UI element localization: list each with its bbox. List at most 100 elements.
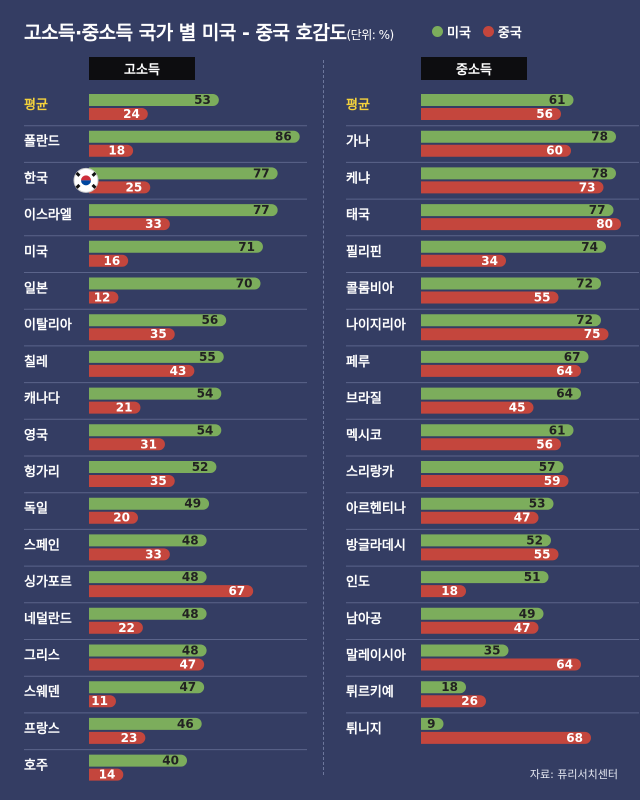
legend-swatch-china <box>482 26 494 37</box>
value-label-china: 25 <box>126 180 143 194</box>
bar-usa <box>89 350 224 363</box>
value-label-usa: 78 <box>591 130 608 144</box>
bar-usa <box>89 130 300 143</box>
value-label-china: 31 <box>140 437 157 451</box>
value-label-usa: 56 <box>201 313 218 327</box>
category-label: 칠레 <box>24 354 48 370</box>
bar-usa <box>89 754 187 767</box>
bar-usa <box>421 387 581 400</box>
bar-usa <box>421 571 549 584</box>
source-note: 자료: 퓨리서치센터 <box>529 768 618 781</box>
value-label-china: 14 <box>99 768 116 782</box>
category-label: 프랑스 <box>24 722 60 737</box>
value-label-china: 67 <box>228 584 245 598</box>
category-label: 아르헨티나 <box>346 501 406 517</box>
value-label-china: 33 <box>145 217 162 231</box>
value-label-china: 20 <box>113 511 130 525</box>
value-label-china: 68 <box>566 731 583 745</box>
value-label-china: 22 <box>118 621 135 635</box>
category-label: 페루 <box>346 355 370 370</box>
category-label: 말레이시아 <box>346 648 406 664</box>
value-label-usa: 48 <box>182 607 199 621</box>
value-label-usa: 53 <box>529 497 546 511</box>
bar-usa <box>89 94 219 106</box>
value-label-usa: 72 <box>576 277 593 291</box>
bar-usa <box>421 607 544 620</box>
korea-flag-icon <box>73 167 99 193</box>
value-label-china: 24 <box>123 107 140 121</box>
category-label: 평균 <box>346 97 370 113</box>
bar-usa <box>421 424 574 437</box>
value-label-usa: 48 <box>182 533 199 547</box>
category-label: 나이지리아 <box>346 317 406 333</box>
bar-china <box>421 218 621 231</box>
value-label-china: 64 <box>556 364 573 378</box>
bar-usa <box>421 94 574 106</box>
value-label-china: 47 <box>179 658 196 672</box>
bar-china <box>89 401 141 414</box>
bar-china <box>421 254 506 267</box>
legend: 미국 중국 <box>432 22 534 41</box>
bar-usa <box>421 461 564 473</box>
bar-usa <box>89 571 207 584</box>
bar-china <box>89 438 165 451</box>
category-label: 헝가리 <box>24 464 60 480</box>
value-label-usa: 64 <box>556 387 573 401</box>
bar-usa <box>421 277 601 290</box>
bar-usa <box>89 314 227 327</box>
bar-china <box>89 254 129 267</box>
bar-china <box>421 401 534 414</box>
bar-china <box>421 181 604 194</box>
bar-usa <box>89 681 205 694</box>
value-label-china: 11 <box>91 694 108 708</box>
value-label-china: 45 <box>509 401 526 415</box>
category-label: 한국 <box>24 170 48 186</box>
bar-china <box>89 218 170 231</box>
value-label-usa: 61 <box>549 93 566 107</box>
value-label-china: 56 <box>536 437 553 451</box>
value-label-usa: 49 <box>519 607 536 621</box>
legend-swatch-usa <box>432 26 443 37</box>
value-label-usa: 49 <box>184 497 201 511</box>
value-label-china: 12 <box>94 291 111 305</box>
category-label: 인도 <box>346 574 370 590</box>
bar-usa <box>89 277 261 290</box>
value-label-usa: 57 <box>539 460 556 474</box>
bar-china <box>89 291 119 304</box>
category-label: 미국 <box>24 244 48 260</box>
bar-china <box>89 731 146 744</box>
bar-china <box>421 695 486 708</box>
bar-usa <box>89 204 278 217</box>
legend-label-usa: 미국 <box>447 26 471 41</box>
bar-china <box>89 108 148 120</box>
bar-china <box>89 328 175 341</box>
value-label-china: 64 <box>556 658 573 672</box>
bar-usa <box>421 167 616 180</box>
category-label: 이탈리아 <box>24 317 72 333</box>
value-label-usa: 48 <box>182 570 199 584</box>
legend-label-china: 중국 <box>497 26 522 41</box>
value-label-usa: 54 <box>197 423 214 437</box>
value-label-china: 23 <box>121 731 138 745</box>
value-label-china: 33 <box>145 547 162 561</box>
value-label-china: 35 <box>150 327 167 341</box>
bar-usa <box>421 497 554 510</box>
bar-china <box>89 585 254 598</box>
bar-china <box>421 438 561 451</box>
bar-china <box>421 475 569 487</box>
value-label-usa: 48 <box>182 644 199 658</box>
value-label-china: 80 <box>596 217 613 231</box>
bar-usa <box>421 130 616 143</box>
category-label: 가나 <box>346 134 370 150</box>
bar-china <box>421 364 581 377</box>
category-label: 브라질 <box>346 391 382 407</box>
value-label-china: 59 <box>544 474 561 488</box>
category-label: 콜롬비아 <box>346 281 394 297</box>
bar-china <box>89 364 195 377</box>
value-label-usa: 71 <box>238 240 255 254</box>
bar-china <box>421 658 581 671</box>
bar-china <box>89 658 205 671</box>
value-label-china: 47 <box>514 621 531 635</box>
bar-usa <box>89 424 222 437</box>
